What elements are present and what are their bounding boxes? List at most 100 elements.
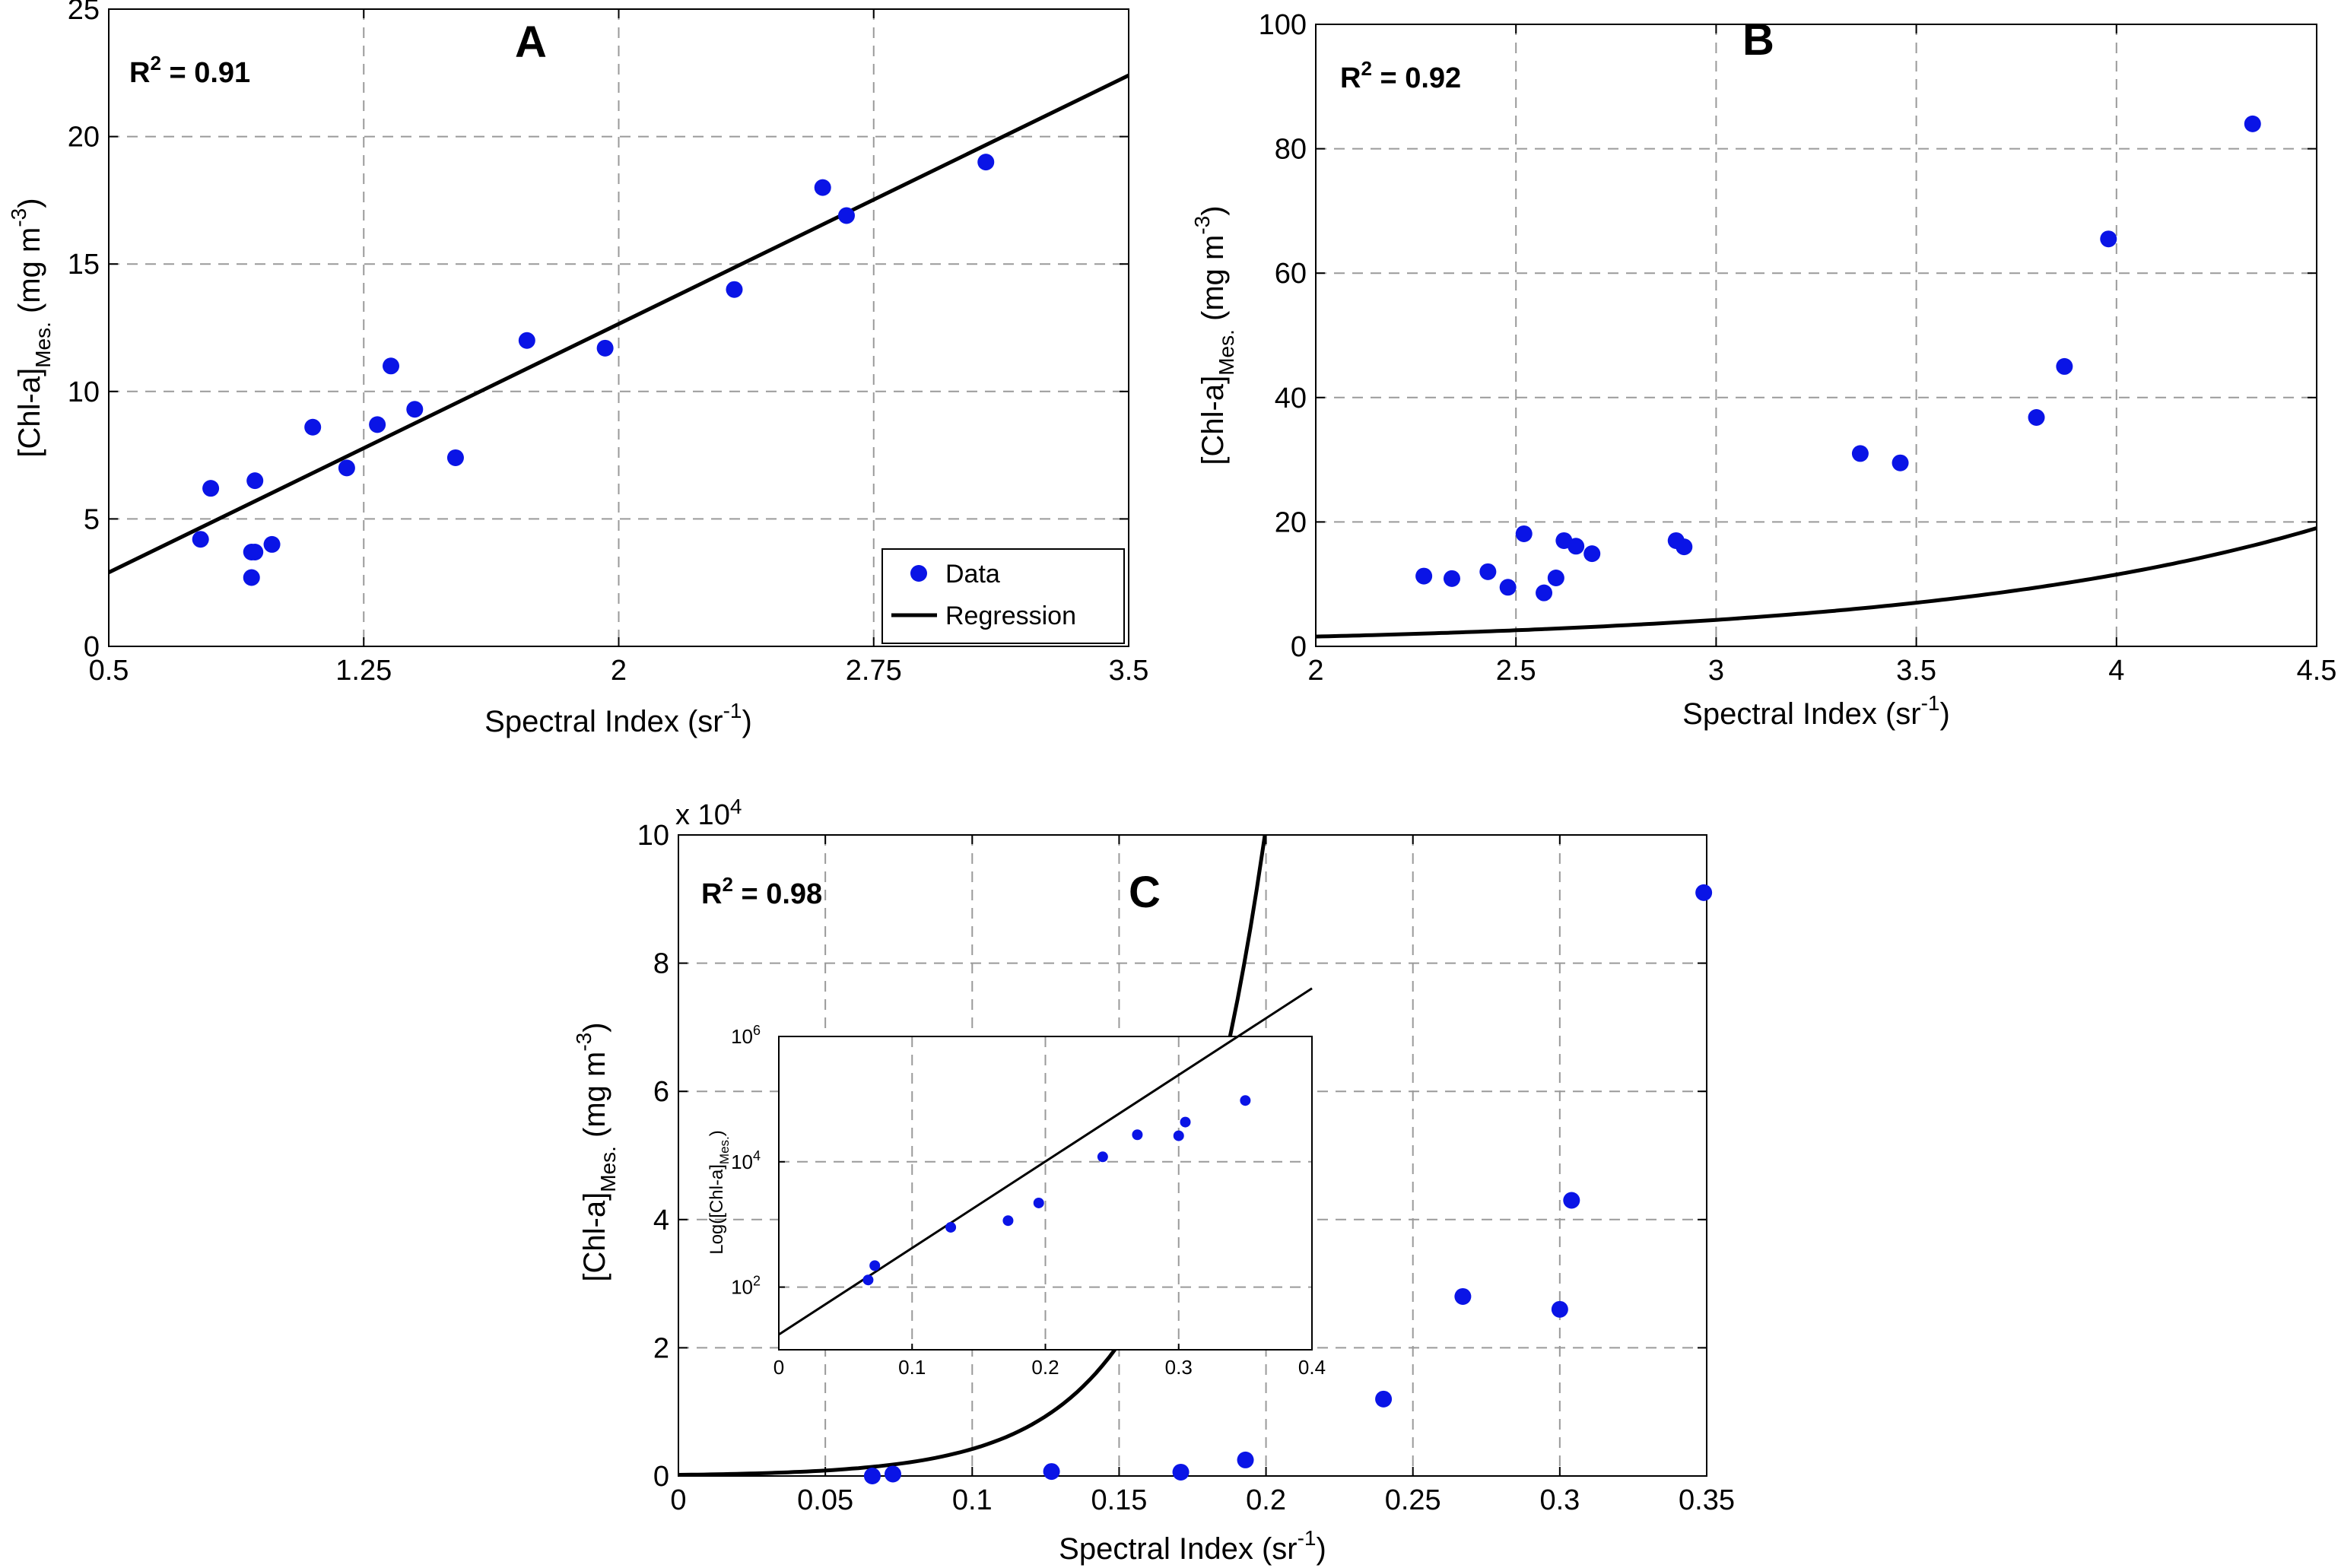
data-point (863, 1468, 881, 1484)
inset-data-point (1097, 1151, 1108, 1163)
inset-data-point (1240, 1095, 1251, 1106)
x-tick-label: 0.3 (1539, 1484, 1580, 1516)
x-tick-label: 3.5 (1109, 655, 1149, 687)
panel-c-y-multiplier: x 104 (675, 795, 742, 831)
panel-a-x-axis-label: Spectral Index (sr-1) (484, 699, 752, 738)
panel-b-y-axis-label: [Chl-a]Mes. (mg m-3) (1190, 205, 1238, 465)
x-tick-label: 3 (1708, 655, 1724, 687)
x-tick-label: 1.25 (335, 655, 392, 687)
x-tick-label: 3.5 (1896, 655, 1936, 687)
x-tick-label: 0.25 (1385, 1484, 1441, 1516)
panel-b-tick-labels: 2 2.5 3 3.5 4 4.5 0 20 40 60 80 100 (1259, 9, 2337, 687)
data-point (202, 480, 220, 497)
data-point (1443, 570, 1460, 587)
panel-a-tick-labels: 0.5 1.25 2 2.75 3.5 0 5 10 15 20 25 (68, 0, 1149, 687)
data-point (1851, 445, 1869, 462)
y-tick-label: 2 (653, 1332, 669, 1364)
panel-a-legend: Data Regression (881, 548, 1125, 644)
data-point (1583, 545, 1601, 563)
panel-c-tick-labels: 0 0.05 0.1 0.15 0.2 0.25 0.3 0.35 0 2 4 6 8 10 (637, 820, 1735, 1516)
panel-c: 0 0.05 0.1 0.15 0.2 0.25 0.3 0.35 0 2 4 6 8 10 C R2 =… (572, 795, 1735, 1566)
panel-c-data-points (863, 884, 1713, 1484)
x-tick-label: 0.15 (1091, 1484, 1147, 1516)
inset-data-point (1180, 1116, 1191, 1128)
inset-data-point (945, 1221, 957, 1233)
y-tick-label: 6 (653, 1076, 669, 1108)
data-point (1563, 1192, 1580, 1209)
data-point (1892, 454, 1909, 471)
data-point (837, 207, 855, 224)
data-point (1499, 579, 1517, 596)
data-point (406, 401, 424, 418)
data-point (2100, 230, 2117, 248)
panel-b-regression-line (1315, 526, 2317, 639)
y-tick-label: 4 (653, 1205, 669, 1236)
data-point (369, 416, 386, 433)
panel-a-label: A (515, 17, 547, 67)
data-point (446, 449, 464, 466)
y-tick-label: 80 (1275, 134, 1307, 166)
x-tick-label: 4 (2108, 655, 2124, 687)
inset-data-point (1132, 1129, 1143, 1141)
data-point (977, 154, 995, 171)
data-point (1536, 584, 1553, 601)
y-tick-label: 0 (1291, 631, 1307, 663)
y-tick-label: 60 (1275, 258, 1307, 290)
data-point (1547, 570, 1564, 587)
x-tick-label: 0.1 (952, 1484, 993, 1516)
data-point (1375, 1390, 1393, 1408)
y-tick-label: 25 (68, 0, 100, 26)
data-point (1568, 538, 1585, 555)
inset-data-point (1033, 1197, 1044, 1208)
inset-y-tick-label: 104 (731, 1148, 761, 1173)
data-point (1695, 884, 1713, 901)
inset-x-tick-label: 0.4 (1298, 1356, 1326, 1379)
panel-c-frame (678, 834, 1707, 1477)
panel-b: 2 2.5 3 3.5 4 4.5 0 20 40 60 80 100 B R2 = 0.92 Spe… (1190, 9, 2336, 731)
data-point (2028, 408, 2045, 426)
data-point (2244, 115, 2261, 132)
y-tick-label: 5 (84, 503, 100, 535)
legend-data-label: Data (945, 560, 1000, 589)
x-tick-label: 2 (611, 655, 627, 687)
panel-c-inset: 0 0.1 0.2 0.3 0.4 102 104 106 Log([Chl-a]Mes.) (707, 987, 1326, 1379)
data-point (596, 339, 614, 357)
x-tick-label: 0.05 (797, 1484, 853, 1516)
data-point (263, 535, 281, 553)
y-tick-label: 100 (1259, 9, 1307, 41)
legend-regression-label: Regression (945, 601, 1076, 630)
data-point (192, 531, 209, 548)
panel-b-data-points (1415, 115, 2261, 601)
inset-data-point (1173, 1130, 1184, 1141)
x-tick-label: 2.5 (1496, 655, 1536, 687)
inset-y-tick-label: 106 (731, 1023, 761, 1048)
y-tick-label: 20 (68, 122, 100, 154)
y-tick-label: 15 (68, 249, 100, 281)
data-point (1043, 1463, 1060, 1481)
x-tick-label: 0.5 (89, 655, 129, 687)
data-point (243, 569, 260, 586)
data-point (246, 472, 264, 490)
inset-tick-labels: 0 0.1 0.2 0.3 0.4 102 104 106 (731, 1023, 1326, 1379)
x-tick-label: 0.35 (1679, 1484, 1735, 1516)
data-point (1551, 1300, 1568, 1318)
data-point (338, 459, 355, 477)
y-tick-label: 20 (1275, 506, 1307, 538)
inset-x-tick-label: 0 (773, 1356, 784, 1379)
panel-a: 0.5 1.25 2 2.75 3.5 0 5 10 15 20 25 A R2 = 0.91 Sp… (7, 0, 1148, 738)
inset-data-point (862, 1274, 874, 1286)
data-point (726, 281, 743, 298)
y-tick-label: 0 (84, 631, 100, 663)
panel-b-frame (1315, 24, 2317, 647)
legend-data-marker (910, 565, 927, 582)
panel-c-x-axis-label: Spectral Index (sr-1) (1059, 1526, 1326, 1566)
panel-a-grid (109, 9, 1129, 646)
panel-b-label: B (1742, 15, 1774, 65)
y-tick-label: 40 (1275, 382, 1307, 414)
y-tick-label: 10 (637, 820, 669, 852)
panel-c-r2: R2 = 0.98 (701, 873, 822, 910)
panel-a-r2: R2 = 0.91 (129, 52, 250, 89)
data-point (1415, 567, 1433, 585)
panel-a-data-points (192, 154, 995, 586)
